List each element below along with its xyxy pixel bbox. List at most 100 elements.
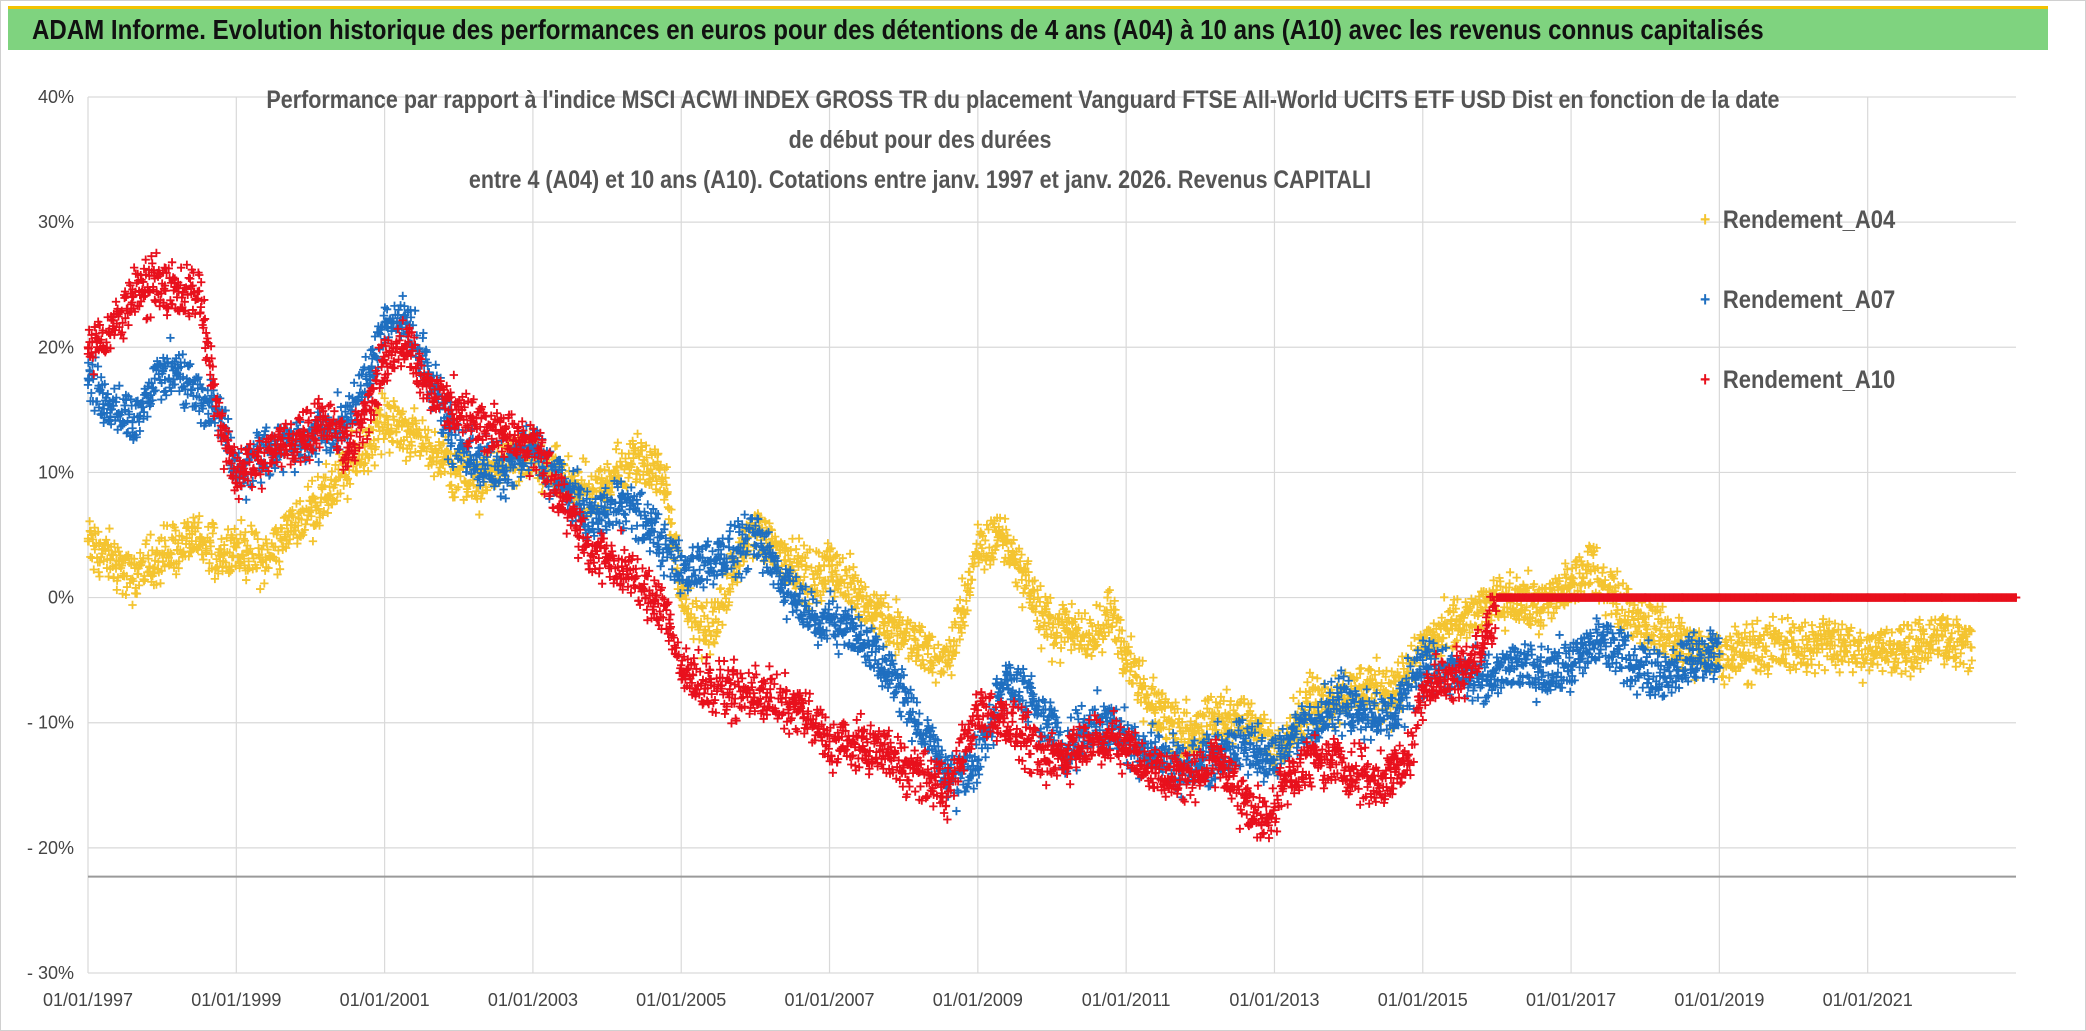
data-point <box>871 604 881 613</box>
data-point <box>800 553 810 563</box>
data-point <box>947 670 956 680</box>
data-point <box>832 640 842 649</box>
data-point <box>240 561 249 570</box>
data-point <box>1139 717 1148 726</box>
data-point <box>945 635 954 645</box>
data-point <box>1098 648 1107 657</box>
data-point <box>982 520 992 530</box>
data-point <box>1601 611 1610 620</box>
data-point <box>1505 568 1515 577</box>
data-point <box>248 549 257 559</box>
data-point <box>718 620 727 629</box>
data-point <box>807 563 816 572</box>
data-point <box>206 542 215 551</box>
data-point <box>207 549 216 559</box>
data-point <box>380 394 389 403</box>
data-point <box>318 510 328 520</box>
data-point <box>1534 630 1544 639</box>
data-point <box>277 524 287 533</box>
data-point <box>1524 566 1533 575</box>
data-point <box>252 563 262 573</box>
data-point <box>385 448 394 457</box>
data-point <box>152 580 161 589</box>
data-point <box>134 581 144 590</box>
data-point <box>423 433 432 442</box>
data-point <box>1303 678 1312 687</box>
data-point <box>821 584 830 593</box>
data-point <box>945 661 955 670</box>
data-point <box>95 572 104 581</box>
data-point <box>696 617 706 627</box>
data-point <box>683 604 693 614</box>
data-point <box>827 544 836 553</box>
data-point <box>371 442 381 452</box>
data-point <box>171 526 180 535</box>
data-point <box>564 452 573 461</box>
data-point <box>861 582 870 592</box>
data-point <box>884 602 893 612</box>
data-point <box>910 634 919 643</box>
data-point <box>637 488 646 497</box>
data-point <box>825 545 835 554</box>
data-point <box>616 457 625 466</box>
data-point <box>439 439 448 448</box>
data-point <box>301 520 310 529</box>
data-point <box>797 560 806 569</box>
data-point <box>805 545 814 554</box>
data-point <box>369 436 379 445</box>
data-point <box>336 489 345 498</box>
data-point <box>345 479 355 489</box>
data-point <box>205 558 214 568</box>
data-point <box>368 450 377 460</box>
data-point <box>710 639 719 648</box>
data-point <box>251 528 261 537</box>
data-point <box>1906 672 1915 681</box>
data-point <box>924 641 933 651</box>
data-point <box>379 434 388 444</box>
data-point <box>1087 651 1096 661</box>
data-point <box>552 441 562 450</box>
data-point <box>284 539 293 549</box>
data-point <box>308 537 318 546</box>
data-point <box>1067 599 1076 609</box>
data-point <box>1814 660 1824 670</box>
data-point <box>709 580 718 589</box>
data-point <box>240 536 250 545</box>
data-point <box>1126 632 1136 641</box>
data-point <box>478 488 487 497</box>
data-point <box>703 614 712 623</box>
data-point <box>633 429 642 438</box>
data-point <box>647 480 656 489</box>
data-point <box>326 490 335 499</box>
data-point <box>405 428 414 437</box>
data-point <box>724 543 734 552</box>
data-point <box>786 545 796 555</box>
data-point <box>450 492 459 502</box>
data-point <box>246 544 255 554</box>
series-rendement-a04 <box>83 389 1976 777</box>
data-point <box>1858 678 1867 687</box>
data-point <box>1768 612 1778 622</box>
data-point <box>1810 669 1820 678</box>
data-point <box>290 467 300 477</box>
data-point <box>93 527 103 537</box>
data-point <box>95 558 105 567</box>
data-point <box>716 584 725 593</box>
data-point <box>398 407 407 416</box>
data-point <box>156 579 165 588</box>
data-point <box>112 585 122 595</box>
data-point <box>85 517 94 526</box>
data-point <box>1720 680 1729 689</box>
data-point <box>581 457 590 466</box>
data-point <box>298 530 308 540</box>
data-point <box>713 598 722 607</box>
data-point <box>295 496 305 506</box>
data-point <box>373 416 382 426</box>
data-point <box>799 541 809 550</box>
data-point <box>305 508 315 517</box>
data-point <box>157 395 166 404</box>
data-point <box>1925 620 1934 629</box>
data-point <box>1598 568 1607 577</box>
data-point <box>1725 673 1734 682</box>
data-point <box>1599 563 1608 572</box>
